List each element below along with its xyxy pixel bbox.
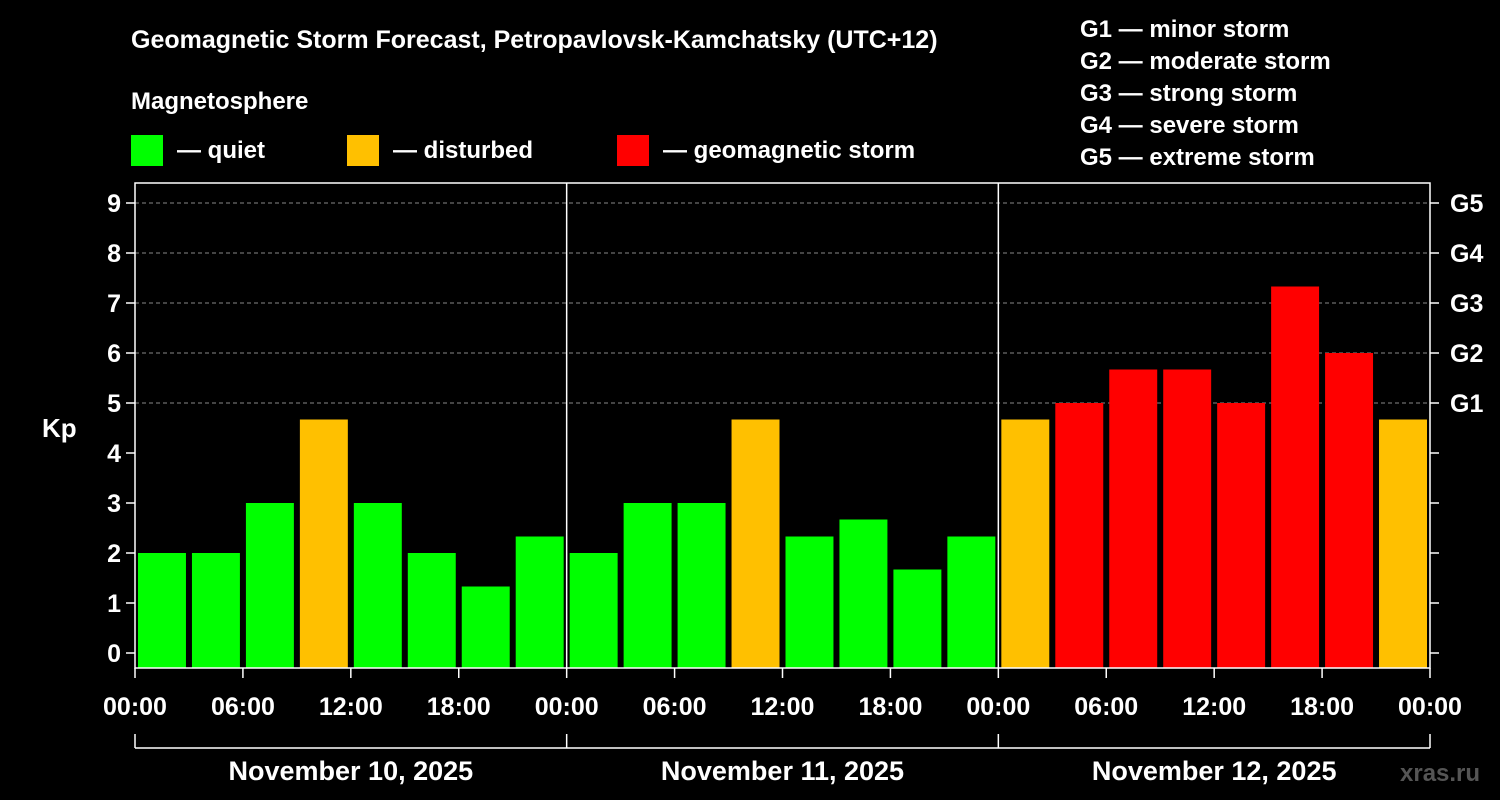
bar-21 xyxy=(1217,403,1266,668)
bar-12 xyxy=(731,419,780,668)
bar-19 xyxy=(1109,369,1158,668)
y-tick-label-9: 9 xyxy=(107,190,121,218)
bar-11 xyxy=(677,503,726,668)
y-tick-label-5: 5 xyxy=(107,390,121,418)
bar-22 xyxy=(1271,286,1320,668)
legend-label-storm: — geomagnetic storm xyxy=(663,137,915,164)
x-tick-label-3: 18:00 xyxy=(427,693,491,721)
right-axis-label-g4: G4 xyxy=(1450,240,1483,268)
axes xyxy=(126,182,1439,749)
storm-scale-g5: G5 — extreme storm xyxy=(1080,144,1315,171)
bar-24 xyxy=(1379,419,1427,668)
bar-8 xyxy=(515,536,564,668)
legend-heading: Magnetosphere xyxy=(131,88,308,115)
legend-swatch-disturbed xyxy=(347,135,379,166)
legend-swatch-quiet xyxy=(131,135,163,166)
bar-16 xyxy=(947,536,996,668)
bar-17 xyxy=(1001,419,1050,668)
storm-scale-g4: G4 — severe storm xyxy=(1080,112,1299,139)
x-tick-label-2: 12:00 xyxy=(319,693,383,721)
bar-9 xyxy=(569,553,618,668)
y-tick-label-2: 2 xyxy=(107,540,121,568)
bar-4 xyxy=(299,419,348,668)
right-axis-label-g1: G1 xyxy=(1450,390,1483,418)
legend-label-quiet: — quiet xyxy=(177,137,265,164)
y-axis-label: Kp xyxy=(42,413,77,443)
y-tick-label-1: 1 xyxy=(107,590,121,618)
chart-title: Geomagnetic Storm Forecast, Petropavlovs… xyxy=(131,26,938,54)
bar-6 xyxy=(407,553,456,668)
bar-13 xyxy=(785,536,834,668)
bar-20 xyxy=(1163,369,1212,668)
x-tick-label-12: 00:00 xyxy=(1398,693,1462,721)
x-tick-label-8: 00:00 xyxy=(966,693,1030,721)
storm-scale-g3: G3 — strong storm xyxy=(1080,80,1297,107)
tick-labels: 0 1 2 3 4 5 6 7 8 9 G1 G2 G3 G4 G5 00:00 06:00 12:00 18:00… xyxy=(103,190,1483,786)
legend-swatch-storm xyxy=(617,135,649,166)
y-tick-label-7: 7 xyxy=(107,290,121,318)
grid-lines xyxy=(135,202,1430,404)
x-tick-label-9: 06:00 xyxy=(1074,693,1138,721)
bar-15 xyxy=(893,569,942,668)
x-tick-label-4: 00:00 xyxy=(535,693,599,721)
storm-scale-g1: G1 — minor storm xyxy=(1080,16,1289,43)
y-tick-label-3: 3 xyxy=(107,490,121,518)
bar-5 xyxy=(353,503,402,668)
bar-14 xyxy=(839,519,888,668)
bar-23 xyxy=(1325,353,1374,668)
day-label-1: November 10, 2025 xyxy=(229,756,474,786)
y-tick-label-6: 6 xyxy=(107,340,121,368)
bar-1 xyxy=(138,553,186,668)
bar-2 xyxy=(191,553,240,668)
x-tick-label-7: 18:00 xyxy=(858,693,922,721)
x-tick-label-11: 18:00 xyxy=(1290,693,1354,721)
x-tick-label-5: 06:00 xyxy=(643,693,707,721)
right-axis-label-g5: G5 xyxy=(1450,190,1483,218)
right-axis-label-g3: G3 xyxy=(1450,290,1483,318)
x-tick-label-10: 12:00 xyxy=(1182,693,1246,721)
y-tick-label-4: 4 xyxy=(107,440,121,468)
right-axis-label-g2: G2 xyxy=(1450,340,1483,368)
y-tick-label-8: 8 xyxy=(107,240,121,268)
bar-7 xyxy=(461,586,510,668)
bar-3 xyxy=(245,503,294,668)
x-tick-label-6: 12:00 xyxy=(751,693,815,721)
y-tick-label-0: 0 xyxy=(107,640,121,668)
bars xyxy=(138,286,1427,668)
watermark: xras.ru xyxy=(1400,760,1480,787)
legend-label-disturbed: — disturbed xyxy=(393,137,533,164)
x-tick-label-0: 00:00 xyxy=(103,693,167,721)
x-tick-label-1: 06:00 xyxy=(211,693,275,721)
storm-scale-g2: G2 — moderate storm xyxy=(1080,48,1331,75)
day-label-3: November 12, 2025 xyxy=(1092,756,1337,786)
bar-10 xyxy=(623,503,672,668)
bar-18 xyxy=(1055,403,1104,668)
day-label-2: November 11, 2025 xyxy=(661,756,904,786)
